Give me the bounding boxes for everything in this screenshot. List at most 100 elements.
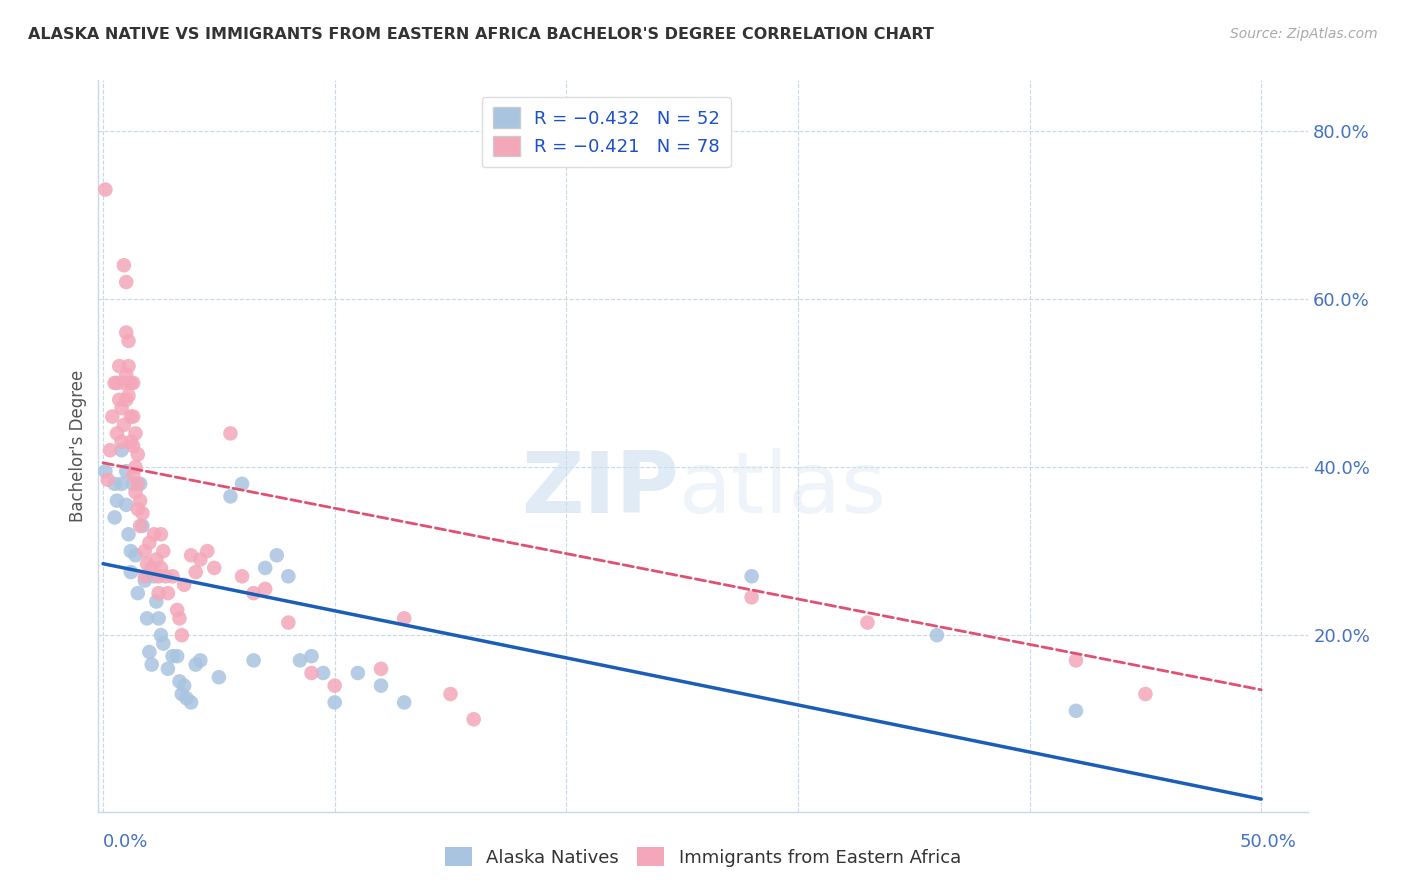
Point [301, 665, 323, 680]
Point [169, 674, 191, 689]
Point [138, 645, 160, 659]
Point [112, 376, 135, 390]
Point [134, 569, 156, 583]
Point [741, 569, 763, 583]
Point [129, 476, 152, 491]
Point [136, 557, 159, 571]
Point [741, 591, 763, 605]
Point [115, 464, 138, 478]
Point [180, 695, 202, 709]
Point [288, 653, 311, 667]
Point [134, 574, 156, 588]
Point [131, 519, 153, 533]
Point [152, 544, 174, 558]
Point [110, 443, 132, 458]
Point [112, 417, 135, 432]
Point [231, 569, 253, 583]
Point [392, 611, 415, 625]
Point [141, 561, 163, 575]
Point [120, 434, 142, 449]
Point [94, 183, 117, 197]
Point [162, 649, 184, 664]
Point [120, 565, 142, 579]
Point [127, 502, 149, 516]
Point [112, 258, 135, 272]
Point [138, 535, 160, 549]
Point [202, 561, 225, 575]
Point [110, 434, 132, 449]
Point [127, 476, 149, 491]
Point [155, 569, 177, 583]
Point [925, 628, 948, 642]
Point [184, 565, 207, 579]
Point [188, 653, 211, 667]
Point [1064, 653, 1087, 667]
Point [117, 334, 139, 348]
Point [149, 527, 172, 541]
Point [170, 687, 193, 701]
Point [115, 498, 138, 512]
Point [104, 376, 127, 390]
Point [122, 439, 145, 453]
Point [156, 662, 179, 676]
Point [149, 561, 172, 575]
Point [152, 636, 174, 650]
Text: 50.0%: 50.0% [1239, 833, 1296, 851]
Point [145, 594, 167, 608]
Point [129, 519, 152, 533]
Y-axis label: Bachelor's Degree: Bachelor's Degree [69, 370, 87, 522]
Point [136, 611, 159, 625]
Point [115, 326, 138, 340]
Point [94, 464, 117, 478]
Point [231, 476, 253, 491]
Point [166, 649, 188, 664]
Point [173, 679, 195, 693]
Point [219, 426, 242, 441]
Point [301, 649, 323, 664]
Point [124, 549, 146, 563]
Point [143, 527, 166, 541]
Point [115, 368, 138, 382]
Point [277, 569, 299, 583]
Point [148, 586, 170, 600]
Point [115, 392, 138, 407]
Point [98, 443, 121, 458]
Point [105, 493, 128, 508]
Point [97, 473, 120, 487]
Point [156, 586, 179, 600]
Point [148, 569, 170, 583]
Point [105, 376, 128, 390]
Point [392, 695, 415, 709]
Point [145, 552, 167, 566]
Point [1135, 687, 1157, 701]
Point [170, 628, 193, 642]
Text: ALASKA NATIVE VS IMMIGRANTS FROM EASTERN AFRICA BACHELOR'S DEGREE CORRELATION CH: ALASKA NATIVE VS IMMIGRANTS FROM EASTERN… [28, 27, 934, 42]
Point [176, 691, 198, 706]
Point [124, 485, 146, 500]
Point [141, 657, 163, 672]
Point [188, 552, 211, 566]
Point [347, 665, 370, 680]
Point [122, 476, 145, 491]
Point [104, 510, 127, 524]
Point [266, 549, 288, 563]
Point [131, 506, 153, 520]
Point [856, 615, 879, 630]
Text: ZIP: ZIP [522, 449, 679, 532]
Point [122, 409, 145, 424]
Point [370, 679, 392, 693]
Point [370, 662, 392, 676]
Point [254, 561, 277, 575]
Text: atlas: atlas [679, 449, 887, 532]
Point [242, 653, 264, 667]
Text: 0.0%: 0.0% [103, 833, 149, 851]
Legend: R = −0.432   N = 52, R = −0.421   N = 78: R = −0.432 N = 52, R = −0.421 N = 78 [482, 96, 731, 167]
Point [134, 544, 156, 558]
Point [104, 476, 127, 491]
Point [127, 447, 149, 461]
Point [208, 670, 231, 684]
Legend: Alaska Natives, Immigrants from Eastern Africa: Alaska Natives, Immigrants from Eastern … [437, 840, 969, 874]
Point [120, 409, 142, 424]
Point [108, 392, 131, 407]
Point [219, 490, 242, 504]
